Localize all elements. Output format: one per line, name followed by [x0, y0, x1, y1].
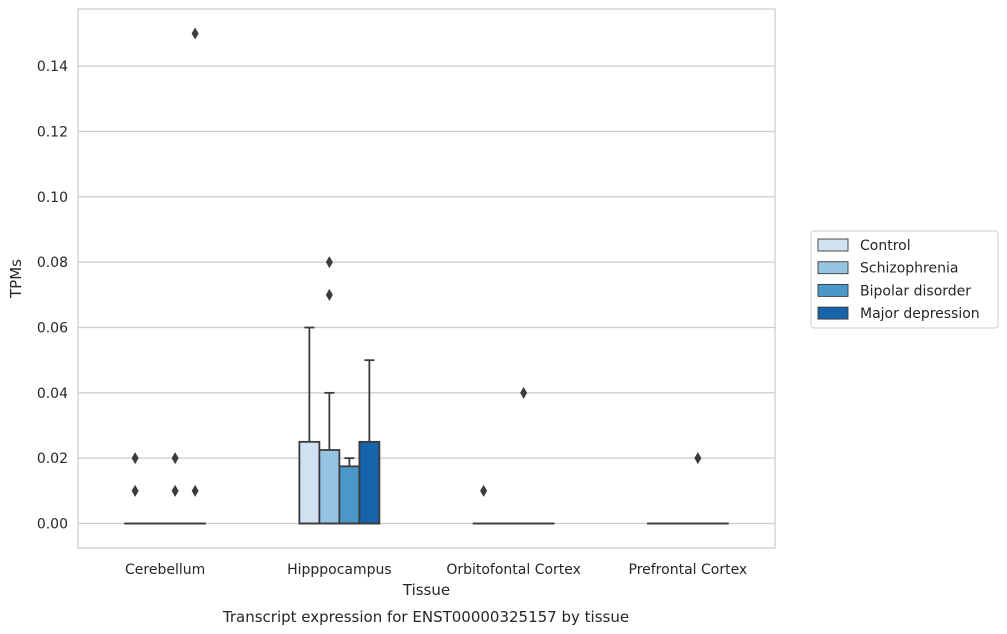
legend: Control Schizophrenia Bipolar disorder Majo… — [810, 230, 999, 329]
box-control — [124, 452, 147, 525]
legend-label: Major depression — [860, 306, 980, 322]
legend-label: Schizophrenia — [860, 261, 958, 277]
x-tick-label: Cerebellum — [125, 562, 205, 578]
box-control — [298, 326, 321, 525]
box-bipolar-disorder — [338, 457, 361, 525]
boxes — [124, 27, 729, 525]
x-axis-ticks: Cerebellum Hipppocampus Orbitofontal Corte… — [125, 562, 747, 578]
x-tick-label: Prefrontal Cortex — [629, 562, 748, 578]
outlier-point — [171, 452, 179, 465]
box-bipolar-disorder — [164, 452, 187, 525]
x-tick-label: Hipppocampus — [287, 562, 392, 578]
outlier-point — [520, 386, 528, 399]
y-tick-label: 0.00 — [37, 517, 68, 533]
legend-frame — [810, 230, 999, 329]
outlier-point — [131, 452, 139, 465]
y-tick-label: 0.04 — [37, 386, 68, 402]
legend-swatch — [817, 306, 849, 320]
legend-swatch — [817, 261, 849, 275]
outlier-point — [694, 452, 702, 465]
outlier-point — [191, 484, 199, 497]
x-tick-label: Orbitofontal Cortex — [446, 562, 581, 578]
box-bipolar-disorder — [686, 452, 709, 525]
chart-caption: Transcript expression for ENST0000032515… — [222, 608, 629, 626]
box-body — [358, 440, 381, 525]
outlier-point — [171, 484, 179, 497]
box-body — [338, 465, 361, 525]
outlier-point — [325, 288, 333, 301]
y-axis-ticks: 0.00 0.02 0.04 0.06 0.08 0.10 0.12 0.14 — [37, 59, 68, 532]
y-tick-label: 0.14 — [37, 59, 68, 75]
legend-label: Control — [860, 238, 911, 254]
x-axis-label: Tissue — [402, 581, 450, 599]
y-axis-label: TPMs — [7, 259, 25, 299]
gridlines — [78, 65, 775, 525]
legend-swatch — [817, 238, 849, 252]
y-tick-label: 0.10 — [37, 190, 68, 206]
box-body — [318, 449, 341, 525]
box-control — [472, 484, 495, 525]
outlier-point — [191, 27, 199, 40]
outlier-point — [131, 484, 139, 497]
legend-swatch — [817, 283, 849, 297]
plot-frame — [77, 8, 776, 549]
y-tick-label: 0.08 — [37, 255, 68, 271]
outlier-point — [325, 256, 333, 269]
box-major-depression — [184, 27, 207, 525]
box-schizophrenia — [318, 256, 341, 525]
y-tick-label: 0.06 — [37, 321, 68, 337]
y-tick-label: 0.02 — [37, 451, 68, 467]
y-tick-label: 0.12 — [37, 125, 68, 141]
legend-label: Bipolar disorder — [860, 283, 971, 299]
box-body — [298, 440, 321, 525]
box-major-depression — [358, 359, 381, 525]
box-bipolar-disorder — [512, 386, 535, 525]
outlier-point — [480, 484, 488, 497]
